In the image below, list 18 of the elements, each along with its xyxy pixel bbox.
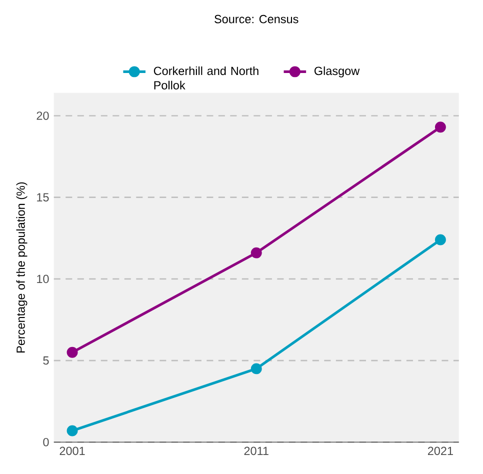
legend-label: Corkerhill and North Pollok [154, 66, 258, 90]
y-axis-title: Percentage of the population (%) [16, 182, 28, 353]
y-tick-label: 10 [37, 274, 49, 284]
point [250, 247, 262, 258]
y-tick-label: 20 [36, 112, 49, 120]
point [434, 122, 446, 133]
y-tick-label: 15 [37, 193, 49, 202]
legend-label: Glasgow [314, 66, 360, 78]
legend-title: Source: Census [214, 15, 298, 24]
x-tick-label: 2011 [244, 446, 268, 456]
point [66, 347, 78, 358]
point [66, 425, 78, 436]
point [250, 363, 262, 374]
y-tick-label: 0 [43, 438, 49, 446]
x-tick-label: 2001 [60, 446, 85, 456]
point [434, 234, 446, 246]
y-tick-label: 5 [43, 356, 49, 365]
x-tick-label: 2021 [428, 446, 453, 456]
